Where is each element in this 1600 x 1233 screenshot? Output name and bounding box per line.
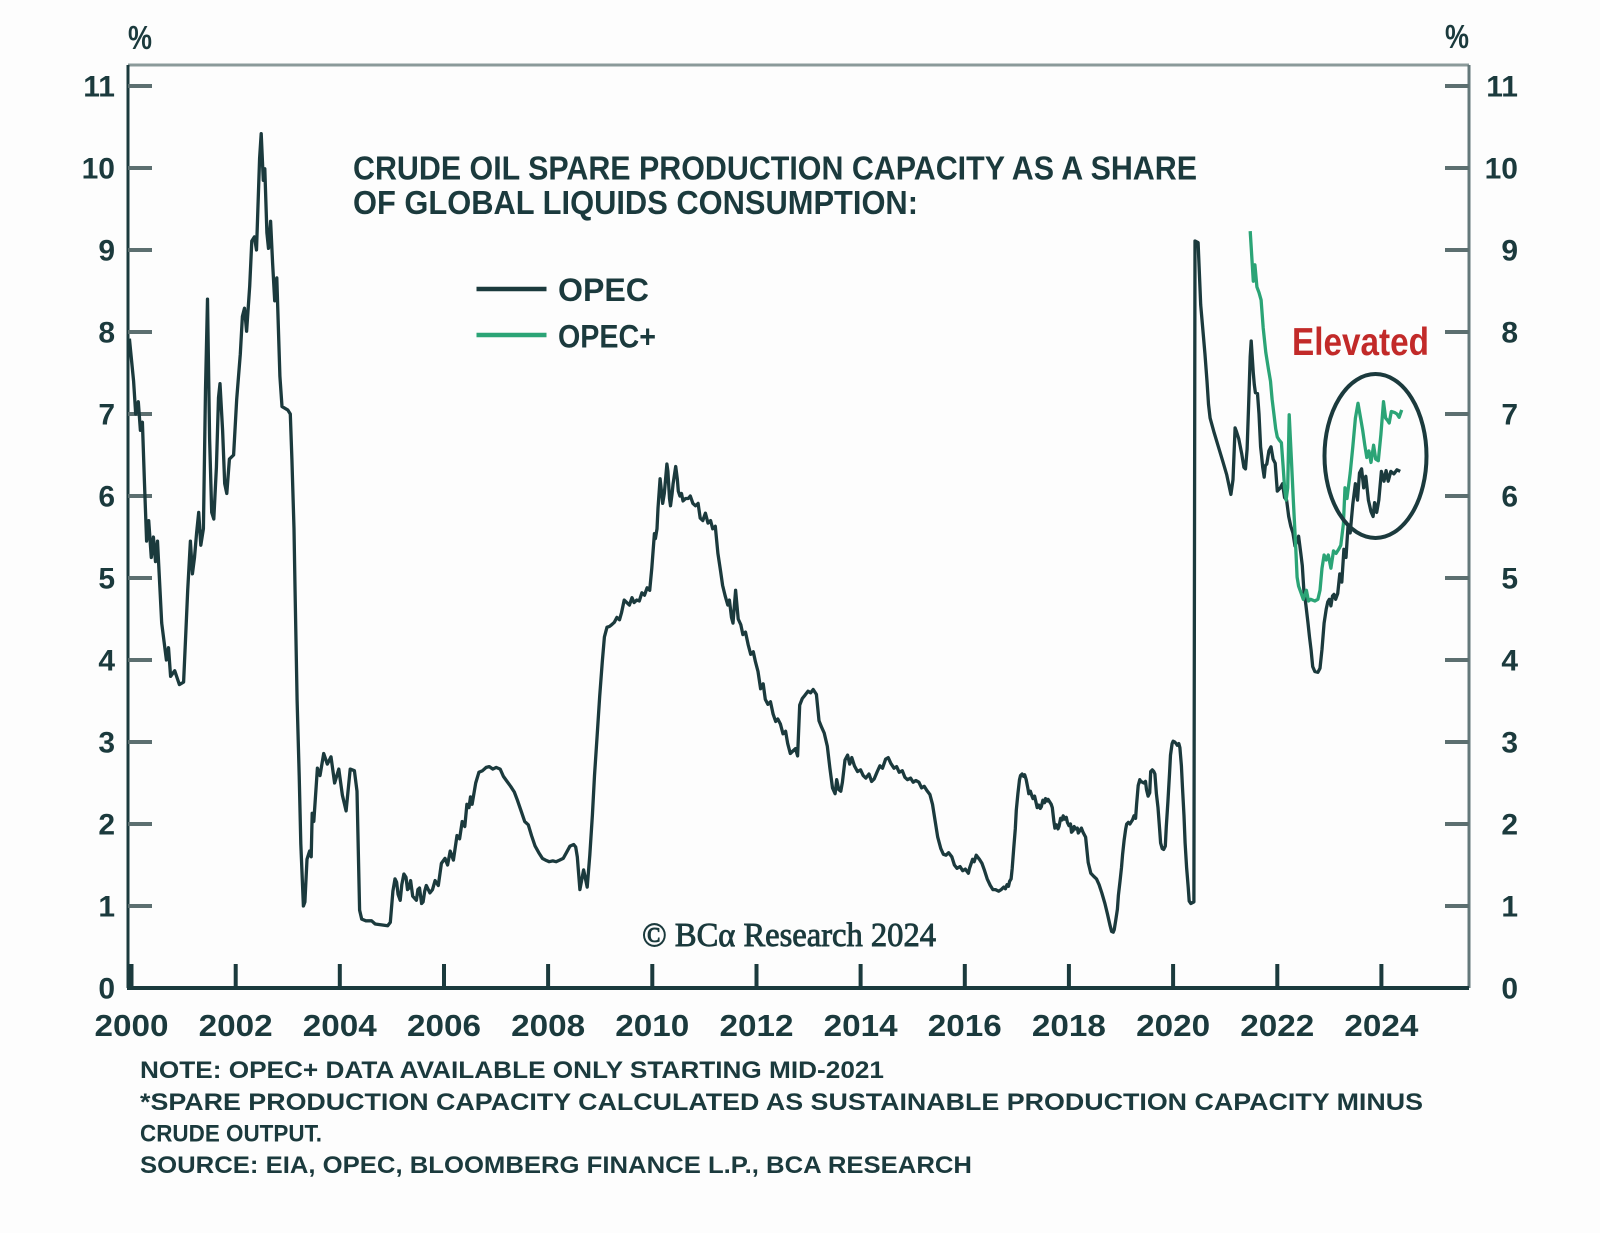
- svg-text:2000: 2000: [95, 1008, 169, 1043]
- svg-text:11: 11: [1486, 71, 1518, 104]
- svg-text:NOTE: OPEC+ DATA AVAILABLE ONL: NOTE: OPEC+ DATA AVAILABLE ONLY STARTING…: [140, 1057, 884, 1084]
- svg-text:10: 10: [1485, 153, 1518, 186]
- svg-text:1: 1: [98, 891, 115, 924]
- svg-text:0: 0: [98, 973, 115, 1006]
- svg-text:9: 9: [1501, 235, 1518, 268]
- svg-text:2024: 2024: [1344, 1008, 1419, 1043]
- svg-text:9: 9: [98, 235, 115, 268]
- svg-text:4: 4: [98, 645, 115, 678]
- svg-text:2014: 2014: [824, 1008, 899, 1043]
- svg-text:10: 10: [82, 153, 115, 186]
- svg-text:0: 0: [1501, 973, 1518, 1006]
- svg-text:7: 7: [98, 399, 115, 432]
- svg-text:2010: 2010: [615, 1008, 689, 1043]
- svg-text:%: %: [128, 19, 152, 56]
- svg-text:6: 6: [1501, 481, 1518, 514]
- svg-text:OPEC+: OPEC+: [558, 319, 656, 355]
- svg-text:2012: 2012: [720, 1008, 794, 1043]
- svg-text:CRUDE OUTPUT.: CRUDE OUTPUT.: [140, 1121, 322, 1148]
- svg-text:3: 3: [98, 727, 115, 760]
- svg-text:4: 4: [1501, 645, 1518, 678]
- svg-text:1: 1: [1501, 891, 1518, 924]
- svg-text:2: 2: [1501, 809, 1518, 842]
- svg-text:2008: 2008: [511, 1008, 585, 1043]
- svg-text:2006: 2006: [407, 1008, 481, 1043]
- svg-text:2002: 2002: [199, 1008, 273, 1043]
- svg-text:7: 7: [1501, 399, 1518, 432]
- svg-text:11: 11: [83, 71, 115, 104]
- svg-text:5: 5: [98, 563, 115, 596]
- svg-text:%: %: [1445, 18, 1469, 55]
- svg-text:OPEC: OPEC: [558, 272, 649, 308]
- svg-text:SOURCE: EIA, OPEC, BLOOMBERG F: SOURCE: EIA, OPEC, BLOOMBERG FINANCE L.P…: [140, 1152, 972, 1179]
- svg-text:8: 8: [1501, 317, 1518, 350]
- svg-text:5: 5: [1501, 563, 1518, 596]
- svg-text:*SPARE PRODUCTION CAPACITY CAL: *SPARE PRODUCTION CAPACITY CALCULATED AS…: [140, 1089, 1423, 1116]
- svg-text:2016: 2016: [928, 1008, 1002, 1043]
- svg-text:2: 2: [98, 809, 115, 842]
- svg-text:Elevated: Elevated: [1292, 321, 1429, 364]
- svg-text:2020: 2020: [1136, 1008, 1210, 1043]
- svg-text:2022: 2022: [1240, 1008, 1314, 1043]
- svg-text:2004: 2004: [303, 1008, 378, 1043]
- svg-text:3: 3: [1501, 727, 1518, 760]
- svg-text:OF GLOBAL LIQUIDS CONSUMPTION:: OF GLOBAL LIQUIDS CONSUMPTION:: [353, 185, 918, 222]
- svg-text:8: 8: [98, 317, 115, 350]
- svg-text:CRUDE OIL SPARE PRODUCTION CAP: CRUDE OIL SPARE PRODUCTION CAPACITY AS A…: [353, 151, 1197, 188]
- svg-text:2018: 2018: [1032, 1008, 1106, 1043]
- svg-text:© BCα Research 2024: © BCα Research 2024: [642, 917, 936, 954]
- svg-text:6: 6: [98, 481, 115, 514]
